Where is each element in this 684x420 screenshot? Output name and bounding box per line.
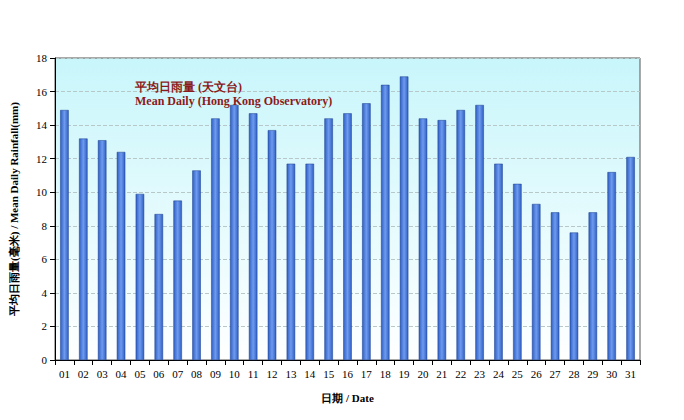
svg-text:25: 25 xyxy=(512,368,524,380)
svg-text:2: 2 xyxy=(42,320,48,332)
svg-text:08: 08 xyxy=(191,368,203,380)
svg-text:19: 19 xyxy=(399,368,411,380)
svg-text:17: 17 xyxy=(361,368,373,380)
svg-text:16: 16 xyxy=(36,86,48,98)
svg-text:27: 27 xyxy=(550,368,562,380)
svg-text:28: 28 xyxy=(568,368,580,380)
svg-text:平均日雨量 (天文台): 平均日雨量 (天文台) xyxy=(134,80,242,94)
svg-text:24: 24 xyxy=(493,368,505,380)
svg-text:07: 07 xyxy=(172,368,184,380)
svg-text:03: 03 xyxy=(97,368,109,380)
svg-text:26: 26 xyxy=(531,368,543,380)
svg-text:09: 09 xyxy=(210,368,222,380)
svg-text:18: 18 xyxy=(36,52,48,64)
svg-text:12: 12 xyxy=(267,368,278,380)
svg-text:14: 14 xyxy=(36,119,48,131)
svg-text:14: 14 xyxy=(304,368,316,380)
svg-text:0: 0 xyxy=(42,354,48,366)
svg-text:6: 6 xyxy=(42,253,48,265)
svg-text:21: 21 xyxy=(436,368,447,380)
svg-text:10: 10 xyxy=(229,368,241,380)
svg-text:05: 05 xyxy=(134,368,146,380)
svg-text:平均日雨量(毫米) / Mean Daily Rainfal: 平均日雨量(毫米) / Mean Daily Rainfall(mm) xyxy=(8,102,21,317)
svg-text:Mean Daily (Hong Kong Observat: Mean Daily (Hong Kong Observatory) xyxy=(135,94,332,108)
svg-text:4: 4 xyxy=(42,287,48,299)
svg-text:30: 30 xyxy=(606,368,618,380)
svg-text:日期 / Date: 日期 / Date xyxy=(321,392,374,404)
svg-text:8: 8 xyxy=(42,220,48,232)
svg-text:23: 23 xyxy=(474,368,486,380)
svg-text:01: 01 xyxy=(59,368,70,380)
svg-text:31: 31 xyxy=(625,368,636,380)
svg-text:22: 22 xyxy=(455,368,466,380)
svg-text:16: 16 xyxy=(342,368,354,380)
svg-text:13: 13 xyxy=(285,368,297,380)
svg-text:06: 06 xyxy=(153,368,165,380)
svg-text:29: 29 xyxy=(587,368,599,380)
svg-text:15: 15 xyxy=(323,368,335,380)
svg-text:04: 04 xyxy=(116,368,128,380)
svg-text:02: 02 xyxy=(78,368,89,380)
svg-text:11: 11 xyxy=(248,368,259,380)
svg-text:18: 18 xyxy=(380,368,392,380)
svg-text:20: 20 xyxy=(417,368,429,380)
svg-text:12: 12 xyxy=(36,153,47,165)
svg-text:10: 10 xyxy=(36,186,48,198)
